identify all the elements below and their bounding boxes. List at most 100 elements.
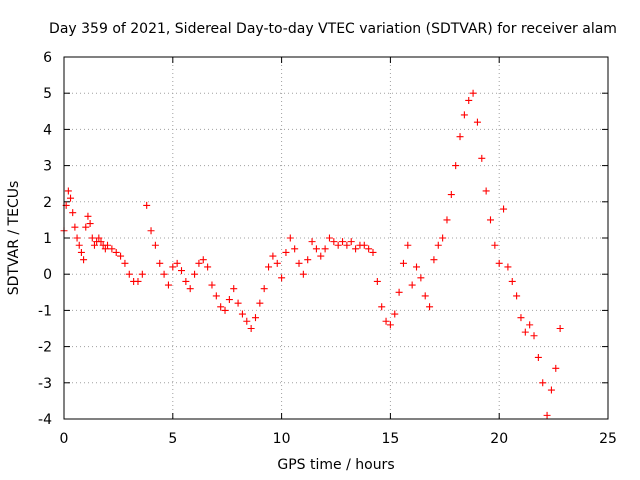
- data-point: [347, 238, 355, 246]
- y-tick-label: 5: [43, 86, 52, 102]
- y-tick-label: 4: [43, 122, 52, 138]
- y-tick-label: -4: [38, 412, 52, 428]
- data-point: [256, 299, 264, 307]
- data-point: [121, 259, 129, 267]
- data-point: [156, 259, 164, 267]
- data-point: [97, 238, 105, 246]
- data-point: [169, 263, 177, 271]
- grid-lines: [64, 57, 608, 419]
- data-point: [517, 314, 525, 322]
- y-tick-label: 6: [43, 50, 52, 66]
- data-point: [84, 212, 92, 220]
- data-point: [526, 321, 534, 329]
- data-point: [69, 209, 77, 217]
- y-tick-label: 1: [43, 231, 52, 247]
- data-point: [486, 216, 494, 224]
- data-point: [547, 386, 555, 394]
- data-point: [360, 241, 368, 249]
- chart-title: Day 359 of 2021, Sidereal Day-to-day VTE…: [49, 21, 617, 37]
- data-point: [447, 191, 455, 199]
- data-point: [260, 285, 268, 293]
- data-point: [365, 245, 373, 253]
- data-point: [460, 111, 468, 119]
- data-point: [556, 325, 564, 332]
- x-tick-label: 5: [168, 431, 177, 447]
- data-point: [95, 234, 103, 242]
- data-point: [530, 332, 538, 340]
- data-point: [243, 317, 251, 325]
- data-point: [413, 263, 421, 271]
- data-point: [426, 303, 434, 311]
- data-point: [230, 285, 238, 293]
- data-point: [208, 281, 216, 289]
- y-tick-label: 0: [43, 267, 52, 283]
- y-tick-label: -3: [38, 376, 52, 392]
- data-point: [117, 252, 125, 260]
- data-point: [330, 238, 338, 246]
- data-point: [73, 234, 81, 242]
- data-point: [82, 223, 90, 231]
- data-point: [147, 227, 155, 235]
- data-point: [71, 223, 79, 231]
- data-point: [452, 162, 460, 170]
- data-point: [138, 270, 146, 278]
- data-point: [104, 241, 112, 249]
- data-point: [160, 270, 168, 278]
- x-tick-label: 15: [381, 431, 399, 447]
- data-point: [500, 205, 508, 213]
- data-point: [391, 310, 399, 318]
- data-point: [491, 241, 499, 249]
- data-point: [304, 256, 312, 264]
- data-point: [125, 270, 133, 278]
- data-point: [504, 263, 512, 271]
- data-point: [291, 245, 299, 253]
- data-point: [482, 187, 490, 195]
- data-point: [299, 270, 307, 278]
- data-point: [395, 288, 403, 296]
- data-point: [430, 256, 438, 264]
- data-point: [64, 187, 72, 195]
- data-point: [265, 263, 273, 271]
- x-tick-labels: 0 5 10 15 20 25: [60, 431, 617, 447]
- data-points: [60, 89, 564, 419]
- data-point: [238, 310, 246, 318]
- data-point: [217, 303, 225, 311]
- data-point: [164, 281, 172, 289]
- data-point: [295, 259, 303, 267]
- data-point: [143, 201, 151, 209]
- data-point: [421, 292, 429, 300]
- data-point: [86, 220, 94, 228]
- data-point: [273, 259, 281, 267]
- data-point: [369, 248, 377, 256]
- data-point: [495, 259, 503, 267]
- x-tick-label: 25: [599, 431, 617, 447]
- data-point: [90, 241, 98, 249]
- data-point: [321, 245, 329, 253]
- data-point: [473, 118, 481, 126]
- data-point: [552, 364, 560, 372]
- data-point: [378, 303, 386, 311]
- data-point: [513, 292, 521, 300]
- data-point: [173, 259, 181, 267]
- data-point: [339, 238, 347, 246]
- y-tick-label: 2: [43, 195, 52, 211]
- data-point: [178, 267, 186, 275]
- data-point: [182, 277, 190, 285]
- x-tick-label: 0: [60, 431, 69, 447]
- data-point: [312, 245, 320, 253]
- data-point: [373, 277, 381, 285]
- data-point: [352, 245, 360, 253]
- data-point: [269, 252, 277, 260]
- data-point: [186, 285, 194, 293]
- data-point: [251, 314, 259, 322]
- x-tick-label: 20: [490, 431, 508, 447]
- data-point: [408, 281, 416, 289]
- data-point: [508, 277, 516, 285]
- data-point: [134, 277, 142, 285]
- data-point: [199, 256, 207, 264]
- data-point: [443, 216, 451, 224]
- data-point: [543, 411, 551, 419]
- data-point: [382, 317, 390, 325]
- data-point: [278, 274, 286, 282]
